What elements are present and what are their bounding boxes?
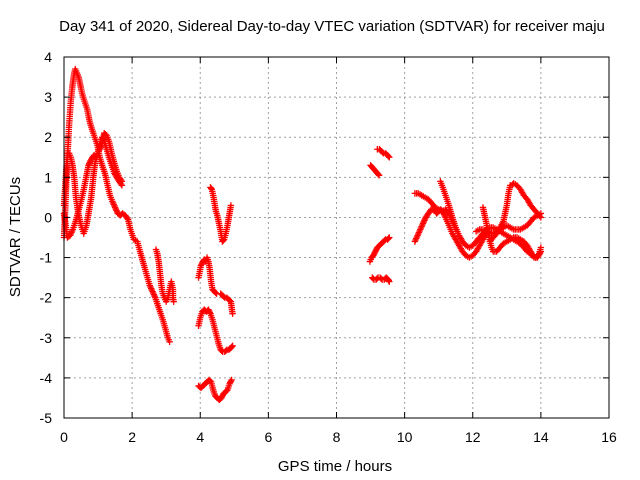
y-tick-labels: -5 -4 -3 -2 -1 0 1 2 3 4 xyxy=(40,49,53,426)
data-point xyxy=(212,289,219,296)
data-point xyxy=(381,237,388,244)
data-point xyxy=(123,214,131,222)
data-point xyxy=(386,234,393,241)
y-tick-label: 3 xyxy=(44,89,52,105)
data-point xyxy=(207,185,215,192)
data-point xyxy=(166,338,173,345)
y-tick-label: -2 xyxy=(40,290,53,306)
series-7 xyxy=(195,376,235,404)
y-tick-label: 2 xyxy=(44,129,52,145)
data-point xyxy=(379,149,386,156)
data-point xyxy=(222,347,229,355)
data-point xyxy=(229,310,236,317)
series-8 xyxy=(207,184,235,245)
series-4 xyxy=(195,254,220,297)
data-point xyxy=(220,293,227,300)
x-tick-label: 12 xyxy=(465,429,481,445)
series-2 xyxy=(60,130,126,241)
x-tick-labels: 0 2 4 6 8 10 12 14 16 xyxy=(60,429,617,445)
data-point xyxy=(227,202,235,209)
y-tick-label: -5 xyxy=(40,410,53,426)
grid-lines xyxy=(64,57,609,418)
series-3 xyxy=(152,246,177,305)
series-11 xyxy=(366,234,393,265)
y-axis-label: SDTVAR / TECUs xyxy=(7,177,24,297)
data-point xyxy=(386,278,393,285)
x-tick-label: 6 xyxy=(264,429,272,445)
data-points xyxy=(60,65,545,404)
x-tick-label: 2 xyxy=(128,429,136,445)
data-point xyxy=(220,237,227,244)
y-tick-label: 0 xyxy=(44,209,52,225)
x-axis-label: GPS time / hours xyxy=(278,458,392,475)
series-1 xyxy=(60,134,126,237)
series-19 xyxy=(518,242,545,261)
x-tick-label: 4 xyxy=(196,429,204,445)
chart-title: Day 341 of 2020, Sidereal Day-to-day VTE… xyxy=(59,18,605,35)
data-point xyxy=(386,154,393,161)
data-point xyxy=(375,171,382,178)
data-point xyxy=(229,342,236,349)
x-tick-label: 14 xyxy=(533,429,549,445)
y-tick-label: 4 xyxy=(44,49,52,65)
y-tick-label: -1 xyxy=(40,250,53,266)
data-point xyxy=(226,297,234,304)
x-tick-label: 0 xyxy=(60,429,68,445)
data-point xyxy=(537,210,545,217)
x-tick-label: 10 xyxy=(397,429,413,445)
data-point xyxy=(537,244,545,251)
series-6 xyxy=(195,306,236,356)
series-10 xyxy=(374,146,393,161)
data-point xyxy=(385,153,392,160)
series-13 xyxy=(411,206,490,261)
data-point xyxy=(227,378,235,385)
x-tick-label: 16 xyxy=(601,429,617,445)
data-point xyxy=(206,309,213,316)
axis-ticks xyxy=(63,56,610,419)
series-9 xyxy=(367,162,383,179)
series-18 xyxy=(486,210,545,245)
x-tick-label: 8 xyxy=(333,429,341,445)
data-point xyxy=(170,298,177,305)
data-point xyxy=(118,178,126,185)
data-point xyxy=(117,176,125,184)
data-point xyxy=(228,343,235,351)
y-tick-label: -3 xyxy=(40,330,53,346)
y-tick-label: 1 xyxy=(44,169,52,185)
data-point xyxy=(534,251,542,259)
data-point xyxy=(385,235,392,242)
y-tick-label: -4 xyxy=(40,370,53,386)
data-point xyxy=(228,376,235,384)
series-12 xyxy=(369,274,393,285)
data-point xyxy=(375,172,383,179)
series-5 xyxy=(217,290,236,317)
